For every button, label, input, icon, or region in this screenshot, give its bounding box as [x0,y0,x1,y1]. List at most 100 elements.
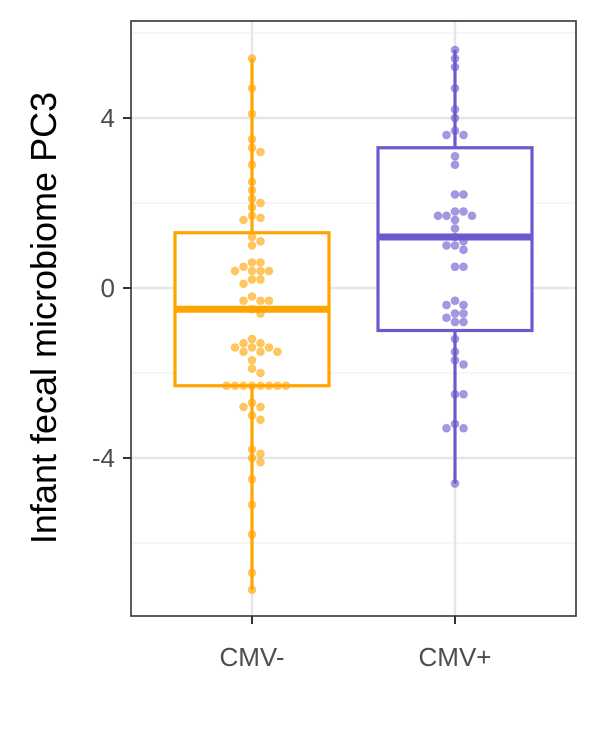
data-point [264,296,274,306]
data-point [459,309,468,318]
data-point [247,258,257,267]
data-point [450,334,460,344]
data-point [239,296,248,306]
data-point [247,304,257,314]
data-point [247,177,257,187]
data-point [467,211,477,221]
data-point [442,211,451,221]
data-point [450,190,460,199]
data-point [256,338,265,348]
data-point [247,109,257,119]
data-point [442,241,451,250]
data-point [247,185,257,195]
data-point [450,355,460,365]
data-point [247,381,257,391]
data-point [450,54,460,63]
data-point [247,585,257,595]
data-point [459,190,468,199]
data-point [247,211,257,221]
data-point [450,126,460,136]
data-point [256,381,265,391]
data-point [442,313,451,323]
data-point [450,317,460,327]
data-points [222,45,477,595]
data-point [459,423,468,433]
data-point [247,275,257,284]
data-point [247,292,257,301]
data-point [247,474,257,484]
data-point [459,262,468,272]
data-point [450,113,460,123]
data-point [239,279,248,289]
data-point [459,389,468,399]
data-point [247,343,257,352]
data-point [256,347,265,357]
data-point [247,355,257,365]
data-point [247,202,257,212]
data-point [247,334,257,344]
data-point [450,224,460,233]
data-point [459,360,468,369]
data-point [256,296,265,306]
data-point [256,402,265,412]
data-point [247,54,257,63]
data-point [450,207,460,216]
data-point [450,389,460,399]
data-point [222,381,231,391]
boxes [173,50,534,590]
data-point [256,198,265,208]
data-point [256,457,265,467]
data-point [247,411,257,420]
data-point [239,402,248,412]
data-point [442,300,451,310]
data-point [256,258,265,267]
data-point [239,381,248,391]
data-point [247,398,257,408]
data-point [442,130,451,140]
data-point [450,105,460,114]
data-point [450,241,460,250]
data-point [247,500,257,510]
data-point [256,236,265,246]
data-point [239,262,248,272]
x-tick-label: CMV+ [419,642,492,672]
data-point [264,266,274,276]
data-point [450,160,460,170]
data-point [247,232,257,242]
data-point [256,368,265,378]
data-point [256,449,265,459]
y-tick-label: -4 [92,443,115,473]
data-point [247,530,257,539]
data-point [247,568,257,578]
data-point [230,343,240,352]
data-point [450,419,460,429]
data-point [256,415,265,425]
data-point [239,215,248,225]
data-point [459,317,468,327]
data-point [239,338,248,348]
data-point [264,381,274,391]
data-point [247,364,257,374]
data-point [247,134,257,144]
data-point [450,347,460,357]
data-point [450,262,460,272]
data-point [450,479,460,488]
data-point [450,83,460,93]
y-axis-title: Infant fecal microbiome PC3 [23,92,64,544]
data-point [442,423,451,433]
data-point [450,296,460,306]
data-point [239,347,248,357]
data-point [450,45,460,55]
data-point [247,160,257,170]
data-point [459,130,468,140]
data-point [273,381,282,391]
data-point [247,83,257,93]
data-point [450,151,460,161]
data-point [459,300,468,310]
y-tick-label: 4 [101,103,115,133]
data-point [256,147,265,157]
data-point [230,266,240,276]
data-point [256,309,265,318]
y-tick-label: 0 [101,273,115,303]
